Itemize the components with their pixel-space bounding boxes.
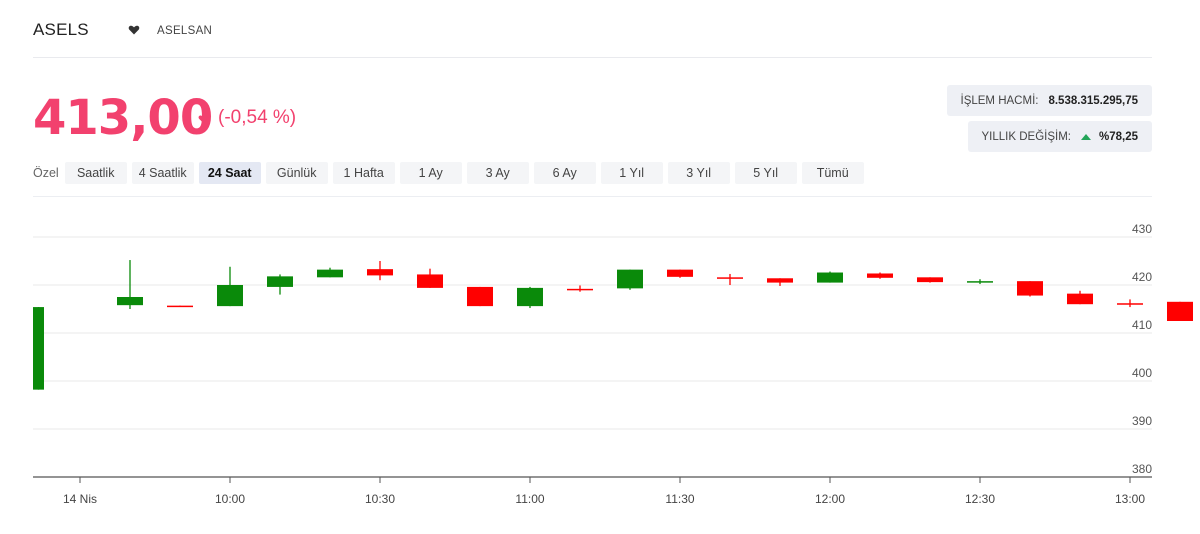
tab-saatlik[interactable]: Saatlik [64,162,127,184]
tab-tumu[interactable]: Tümü [801,162,864,184]
tab-3-ay[interactable]: 3 Ay [466,162,529,184]
x-tick-label: 10:00 [215,492,245,506]
candle-body [567,288,593,291]
x-tick-label: 11:00 [515,492,544,506]
tab-24-saat[interactable]: 24 Saat [198,162,261,184]
x-tick-label: 10:30 [365,492,395,506]
candle-body [1067,293,1093,305]
annual-change-label: YILLIK DEĞİŞİM: [981,130,1071,143]
candle-body [117,297,143,306]
candle-body [667,269,693,277]
candle-body [167,305,193,308]
ticker-symbol: ASELS [33,20,89,39]
candle-body [317,269,343,278]
candle-body [1167,301,1193,321]
x-tick-label: 13:00 [1115,492,1145,506]
tab-1-yil[interactable]: 1 Yıl [600,162,663,184]
y-tick-label: 400 [1132,366,1152,380]
tab-5-yil[interactable]: 5 Yıl [734,162,797,184]
volume-box: İŞLEM HACMİ: 8.538.315.295,75 [946,85,1152,116]
y-tick-label: 410 [1132,318,1152,332]
y-tick-label: 380 [1132,462,1152,476]
header-bar: ASELS ASELSAN [33,0,1152,58]
y-tick-label: 430 [1132,222,1152,236]
volume-label: İŞLEM HACMİ: [960,94,1039,107]
price-change: (-0,54 %) [218,107,297,128]
volume-value: 8.538.315.295,75 [1048,94,1138,107]
tab-1-hafta[interactable]: 1 Hafta [332,162,395,184]
candle-body [967,281,993,283]
tab-3-yil[interactable]: 3 Yıl [667,162,730,184]
candle-body [1117,303,1143,305]
candle-body [617,269,643,289]
candle-body [717,277,743,279]
candle-body [767,278,793,283]
candle-body [267,276,293,287]
x-tick-label: 14 Nis [63,492,97,506]
heart-icon[interactable] [128,24,140,36]
candle-body [467,286,493,307]
annual-change-box: YILLIK DEĞİŞİM: %78,25 [967,121,1152,152]
candle-body [517,287,543,307]
y-tick-label: 390 [1132,414,1152,428]
tab-4-saatlik[interactable]: 4 Saatlik [131,162,194,184]
candle-body [1017,281,1043,296]
period-tabs: Özel Saatlik 4 Saatlik 24 Saat Günlük 1 … [33,162,869,184]
candle-body [817,272,843,283]
candle-body [33,307,44,390]
tab-gunluk[interactable]: Günlük [265,162,328,184]
company-name: ASELSAN [157,25,213,37]
candle-body [367,269,393,276]
x-tick-label: 11:30 [665,492,694,506]
divider [33,196,1152,197]
current-price: 413,00 [33,90,213,146]
up-arrow-icon [1080,133,1091,140]
heart-down-icon [198,115,208,123]
annual-change-value: %78,25 [1098,130,1138,143]
candle-body [917,277,943,283]
x-tick-label: 12:00 [815,492,845,506]
y-tick-label: 420 [1132,270,1152,284]
tab-6-ay[interactable]: 6 Ay [533,162,596,184]
candlestick-chart[interactable]: 380 390 400 410 420 430 14 Nis 10:00 10:30 11:00 1… [0,200,1200,534]
candle-body [217,285,243,307]
candle-body [417,274,443,288]
custom-period-label[interactable]: Özel [33,166,59,180]
tab-1-ay[interactable]: 1 Ay [399,162,462,184]
x-tick-label: 12:30 [965,492,995,506]
candle-body [867,273,893,278]
